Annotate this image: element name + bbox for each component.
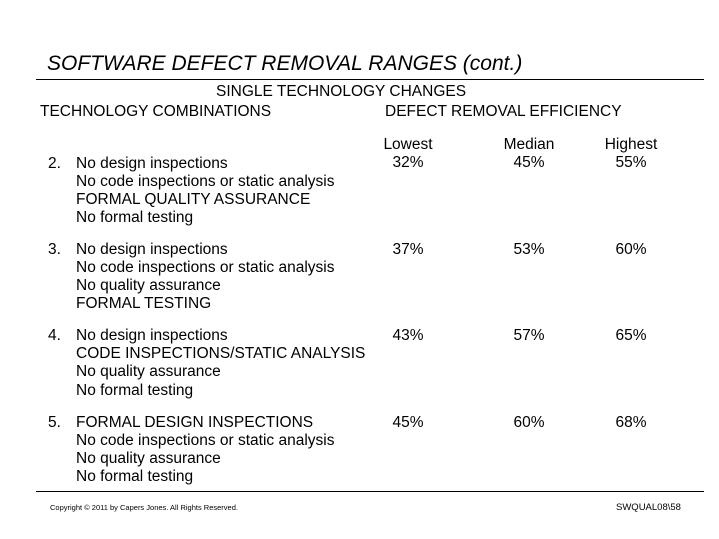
- highest-value: 55%: [615, 154, 647, 171]
- technology-combinations-heading: TECHNOLOGY COMBINATIONS: [40, 103, 272, 120]
- row-line: FORMAL TESTING: [76, 295, 212, 312]
- row-line: No design inspections: [76, 241, 228, 258]
- row-line: No code inspections or static analysis: [76, 173, 335, 190]
- row-line: No quality assurance: [76, 277, 221, 294]
- highest-value: 68%: [615, 414, 647, 431]
- row-line: No formal testing: [76, 468, 194, 485]
- row-number: 5.: [48, 414, 61, 431]
- slide-title: SOFTWARE DEFECT REMOVAL RANGES (cont.): [47, 52, 523, 75]
- row-line: No design inspections: [76, 327, 228, 344]
- row-line: CODE INSPECTIONS/STATIC ANALYSIS: [76, 345, 366, 362]
- title-divider: [36, 79, 704, 80]
- median-value: 57%: [513, 327, 545, 344]
- subtitle: SINGLE TECHNOLOGY CHANGES: [216, 83, 467, 100]
- copyright-notice: Copyright © 2011 by Capers Jones. All Ri…: [50, 503, 238, 512]
- highest-value: 60%: [615, 241, 647, 258]
- footer-divider: [36, 491, 704, 492]
- median-value: 53%: [513, 241, 545, 258]
- median-value: 60%: [513, 414, 545, 431]
- lowest-value: 32%: [392, 154, 424, 171]
- row-line: No code inspections or static analysis: [76, 432, 335, 449]
- row-line: No code inspections or static analysis: [76, 259, 335, 276]
- row-line: No quality assurance: [76, 450, 221, 467]
- lowest-value: 45%: [392, 414, 424, 431]
- row-number: 4.: [48, 327, 61, 344]
- row-line: No quality assurance: [76, 363, 221, 380]
- slide-identifier: SWQUAL08\58: [616, 502, 681, 513]
- row-line: No formal testing: [76, 209, 194, 226]
- defect-removal-efficiency-heading: DEFECT REMOVAL EFFICIENCY: [385, 103, 622, 120]
- lowest-value: 37%: [392, 241, 424, 258]
- row-number: 3.: [48, 241, 61, 258]
- row-line: FORMAL DESIGN INSPECTIONS: [76, 414, 314, 431]
- highest-value: 65%: [615, 327, 647, 344]
- lowest-value: 43%: [392, 327, 424, 344]
- row-line: No design inspections: [76, 155, 228, 172]
- row-number: 2.: [48, 155, 61, 172]
- column-header-median: Median: [503, 136, 555, 153]
- row-line: No formal testing: [76, 382, 194, 399]
- median-value: 45%: [513, 154, 545, 171]
- column-header-highest: Highest: [604, 136, 658, 153]
- row-line: FORMAL QUALITY ASSURANCE: [76, 191, 311, 208]
- column-header-lowest: Lowest: [383, 136, 433, 153]
